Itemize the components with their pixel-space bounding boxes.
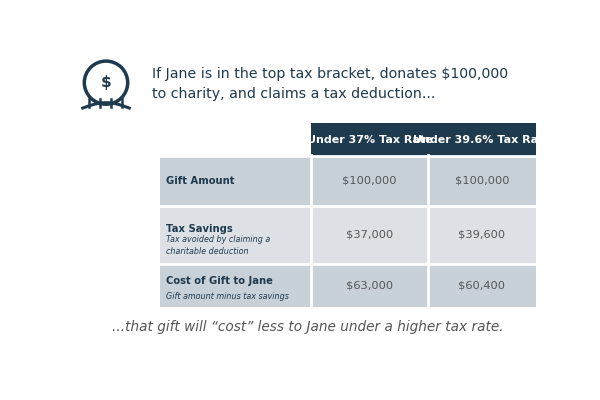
Text: $60,400: $60,400: [458, 281, 505, 291]
FancyBboxPatch shape: [160, 206, 536, 264]
Text: $63,000: $63,000: [346, 281, 393, 291]
Text: Gift amount minus tax savings: Gift amount minus tax savings: [166, 292, 289, 301]
Text: $39,600: $39,600: [458, 230, 505, 240]
FancyBboxPatch shape: [160, 264, 536, 308]
Text: $: $: [101, 75, 112, 90]
Text: $37,000: $37,000: [346, 230, 393, 240]
Text: If Jane is in the top tax bracket, donates $100,000
to charity, and claims a tax: If Jane is in the top tax bracket, donat…: [152, 67, 509, 101]
Text: $100,000: $100,000: [342, 176, 397, 186]
Text: Under 39.6% Tax Rate: Under 39.6% Tax Rate: [413, 135, 551, 145]
Text: Tax avoided by claiming a
charitable deduction: Tax avoided by claiming a charitable ded…: [166, 235, 271, 256]
Text: Gift Amount: Gift Amount: [166, 176, 235, 186]
Text: Under 37% Tax Rate: Under 37% Tax Rate: [307, 135, 433, 145]
FancyBboxPatch shape: [311, 124, 428, 156]
FancyBboxPatch shape: [160, 156, 536, 206]
Text: Tax Savings: Tax Savings: [166, 224, 233, 234]
FancyBboxPatch shape: [428, 124, 536, 156]
Text: Cost of Gift to Jane: Cost of Gift to Jane: [166, 276, 274, 286]
Text: ...that gift will “cost” less to Jane under a higher tax rate.: ...that gift will “cost” less to Jane un…: [112, 320, 503, 334]
Text: $100,000: $100,000: [455, 176, 509, 186]
